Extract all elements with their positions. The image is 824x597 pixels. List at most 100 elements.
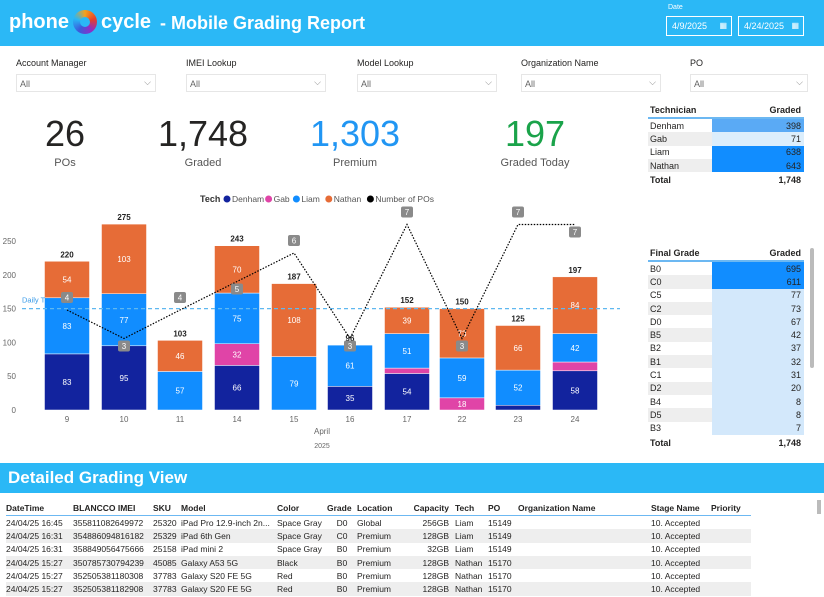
filter-account-manager: Account Manager All ⌵: [16, 58, 156, 92]
x-tick-label: 15: [290, 415, 299, 424]
bar-segment-gab[interactable]: [552, 361, 598, 372]
column-header[interactable]: Graded: [769, 105, 801, 115]
total-label: 243: [230, 235, 244, 244]
column-header[interactable]: SKU: [153, 502, 171, 513]
table-row[interactable]: C2 73: [648, 301, 804, 316]
table-cell: 15149: [488, 517, 512, 528]
column-header[interactable]: Graded: [769, 248, 801, 258]
bar-segment-liam[interactable]: [271, 356, 317, 411]
table-row[interactable]: C0 611: [648, 275, 804, 289]
table-row[interactable]: D5 8: [648, 408, 804, 422]
filter-imei-lookup: IMEI Lookup All ⌵: [186, 58, 326, 92]
filter-dropdown[interactable]: All ⌵: [16, 74, 156, 92]
data-label: 58: [571, 386, 580, 395]
bar-segment-denham[interactable]: [384, 373, 430, 411]
bar-segment-liam[interactable]: [439, 357, 485, 399]
bar-segment-denham[interactable]: [44, 353, 90, 411]
bar-segment-nathan[interactable]: [271, 283, 317, 357]
date-label: Date: [668, 4, 683, 11]
table-row[interactable]: 24/04/25 15:27 350785730794239 45085 Galaxy…: [6, 555, 751, 570]
column-header[interactable]: Final Grade: [650, 248, 700, 258]
bar-segment-liam[interactable]: [384, 333, 430, 369]
table-row[interactable]: C1 31: [648, 368, 804, 382]
column-header[interactable]: DateTime: [6, 502, 45, 513]
row-value: 643: [712, 158, 804, 173]
legend-item[interactable]: Denham: [232, 194, 264, 204]
kpi-label: Premium: [332, 157, 377, 169]
table-row[interactable]: B2 37: [648, 341, 804, 356]
column-header[interactable]: Stage Name: [651, 502, 700, 513]
filter-dropdown[interactable]: All ⌵: [521, 74, 661, 92]
column-header[interactable]: Technician: [650, 105, 697, 115]
date-from-input[interactable]: 4/9/2025 ▦: [666, 16, 732, 36]
table-row[interactable]: B1 32: [648, 355, 804, 369]
bar-segment-nathan[interactable]: [495, 325, 541, 371]
table-row[interactable]: 24/04/25 15:27 352505381182908 37783 Galaxy…: [6, 582, 751, 596]
data-label: 75: [233, 314, 242, 323]
bar-segment-liam[interactable]: [157, 371, 203, 411]
table-row[interactable]: B4 8: [648, 394, 804, 409]
table-cell: 37783: [153, 570, 177, 581]
bar-segment-liam[interactable]: [495, 369, 541, 406]
grade-table-scrollbar[interactable]: [810, 248, 814, 368]
data-label: 39: [403, 316, 412, 325]
column-header[interactable]: Priority: [711, 502, 741, 513]
column-header[interactable]: Grade: [327, 502, 352, 513]
filter-dropdown[interactable]: All ⌵: [357, 74, 497, 92]
table-row[interactable]: Nathan 643: [648, 158, 804, 173]
table-row[interactable]: B5 42: [648, 328, 804, 342]
legend-item[interactable]: Liam: [301, 194, 319, 204]
table-row[interactable]: C5 77: [648, 288, 804, 302]
table-row[interactable]: 24/04/25 16:31 354886094816182 25329 iPad 6…: [6, 529, 751, 543]
table-cell: 25329: [153, 530, 177, 541]
bar-segment-liam[interactable]: [214, 292, 260, 345]
bar-segment-nathan[interactable]: [384, 306, 430, 334]
table-row[interactable]: 24/04/25 16:31 358849056475666 25158 iPad m…: [6, 543, 751, 556]
column-header[interactable]: Tech: [455, 502, 475, 513]
legend-item[interactable]: Nathan: [334, 194, 362, 204]
x-tick-label: 22: [458, 415, 467, 424]
bar-segment-denham[interactable]: [214, 365, 260, 411]
row-value: 71: [712, 132, 804, 146]
bar-segment-denham[interactable]: [101, 345, 147, 411]
filter-dropdown[interactable]: All ⌵: [690, 74, 808, 92]
bar-segment-nathan[interactable]: [44, 261, 90, 299]
bar-segment-liam[interactable]: [101, 293, 147, 347]
column-header[interactable]: Capacity: [413, 502, 449, 513]
bar-segment-liam[interactable]: [327, 344, 373, 387]
table-cell: 128GB: [422, 570, 449, 581]
legend-item[interactable]: Number of POs: [375, 194, 434, 204]
date-to-input[interactable]: 4/24/2025 ▦: [738, 16, 804, 36]
table-row[interactable]: Gab 71: [648, 132, 804, 146]
detail-table-scrollbar[interactable]: [817, 500, 821, 514]
filter-dropdown[interactable]: All ⌵: [186, 74, 326, 92]
legend-item[interactable]: Gab: [274, 194, 290, 204]
table-row[interactable]: 24/04/25 15:27 352505381180308 37783 Galaxy…: [6, 569, 751, 582]
row-label: Nathan: [650, 160, 680, 171]
table-cell: 128GB: [422, 530, 449, 541]
table-row[interactable]: 24/04/25 16:45 355811082649972 25320 iPad P…: [6, 516, 751, 529]
bar-segment-gab[interactable]: [384, 367, 430, 374]
column-header[interactable]: Organization Name: [518, 502, 596, 513]
bar-segment-nathan[interactable]: [157, 340, 203, 372]
bar-segment-liam[interactable]: [44, 297, 90, 355]
po-label-badge: [512, 206, 524, 218]
table-row[interactable]: B0 695: [648, 262, 804, 276]
bar-segment-nathan[interactable]: [101, 223, 147, 294]
table-row[interactable]: Denham 398: [648, 119, 804, 133]
table-row[interactable]: B3 7: [648, 421, 804, 435]
column-header[interactable]: BLANCCO IMEI: [73, 502, 136, 513]
column-header[interactable]: PO: [488, 502, 501, 513]
table-row[interactable]: D2 20: [648, 381, 804, 395]
column-header[interactable]: Color: [277, 502, 300, 513]
x-axis-sublabel: 2025: [314, 443, 330, 450]
legend-marker: [325, 195, 333, 203]
column-header[interactable]: Model: [181, 502, 206, 513]
bar-segment-nathan[interactable]: [552, 276, 598, 334]
calendar-icon[interactable]: ▦: [719, 21, 727, 30]
table-row[interactable]: D0 67: [648, 315, 804, 329]
table-row[interactable]: Liam 638: [648, 145, 804, 159]
column-header[interactable]: Location: [357, 502, 393, 513]
bar-segment-denham[interactable]: [495, 405, 541, 411]
calendar-icon[interactable]: ▦: [791, 21, 799, 30]
